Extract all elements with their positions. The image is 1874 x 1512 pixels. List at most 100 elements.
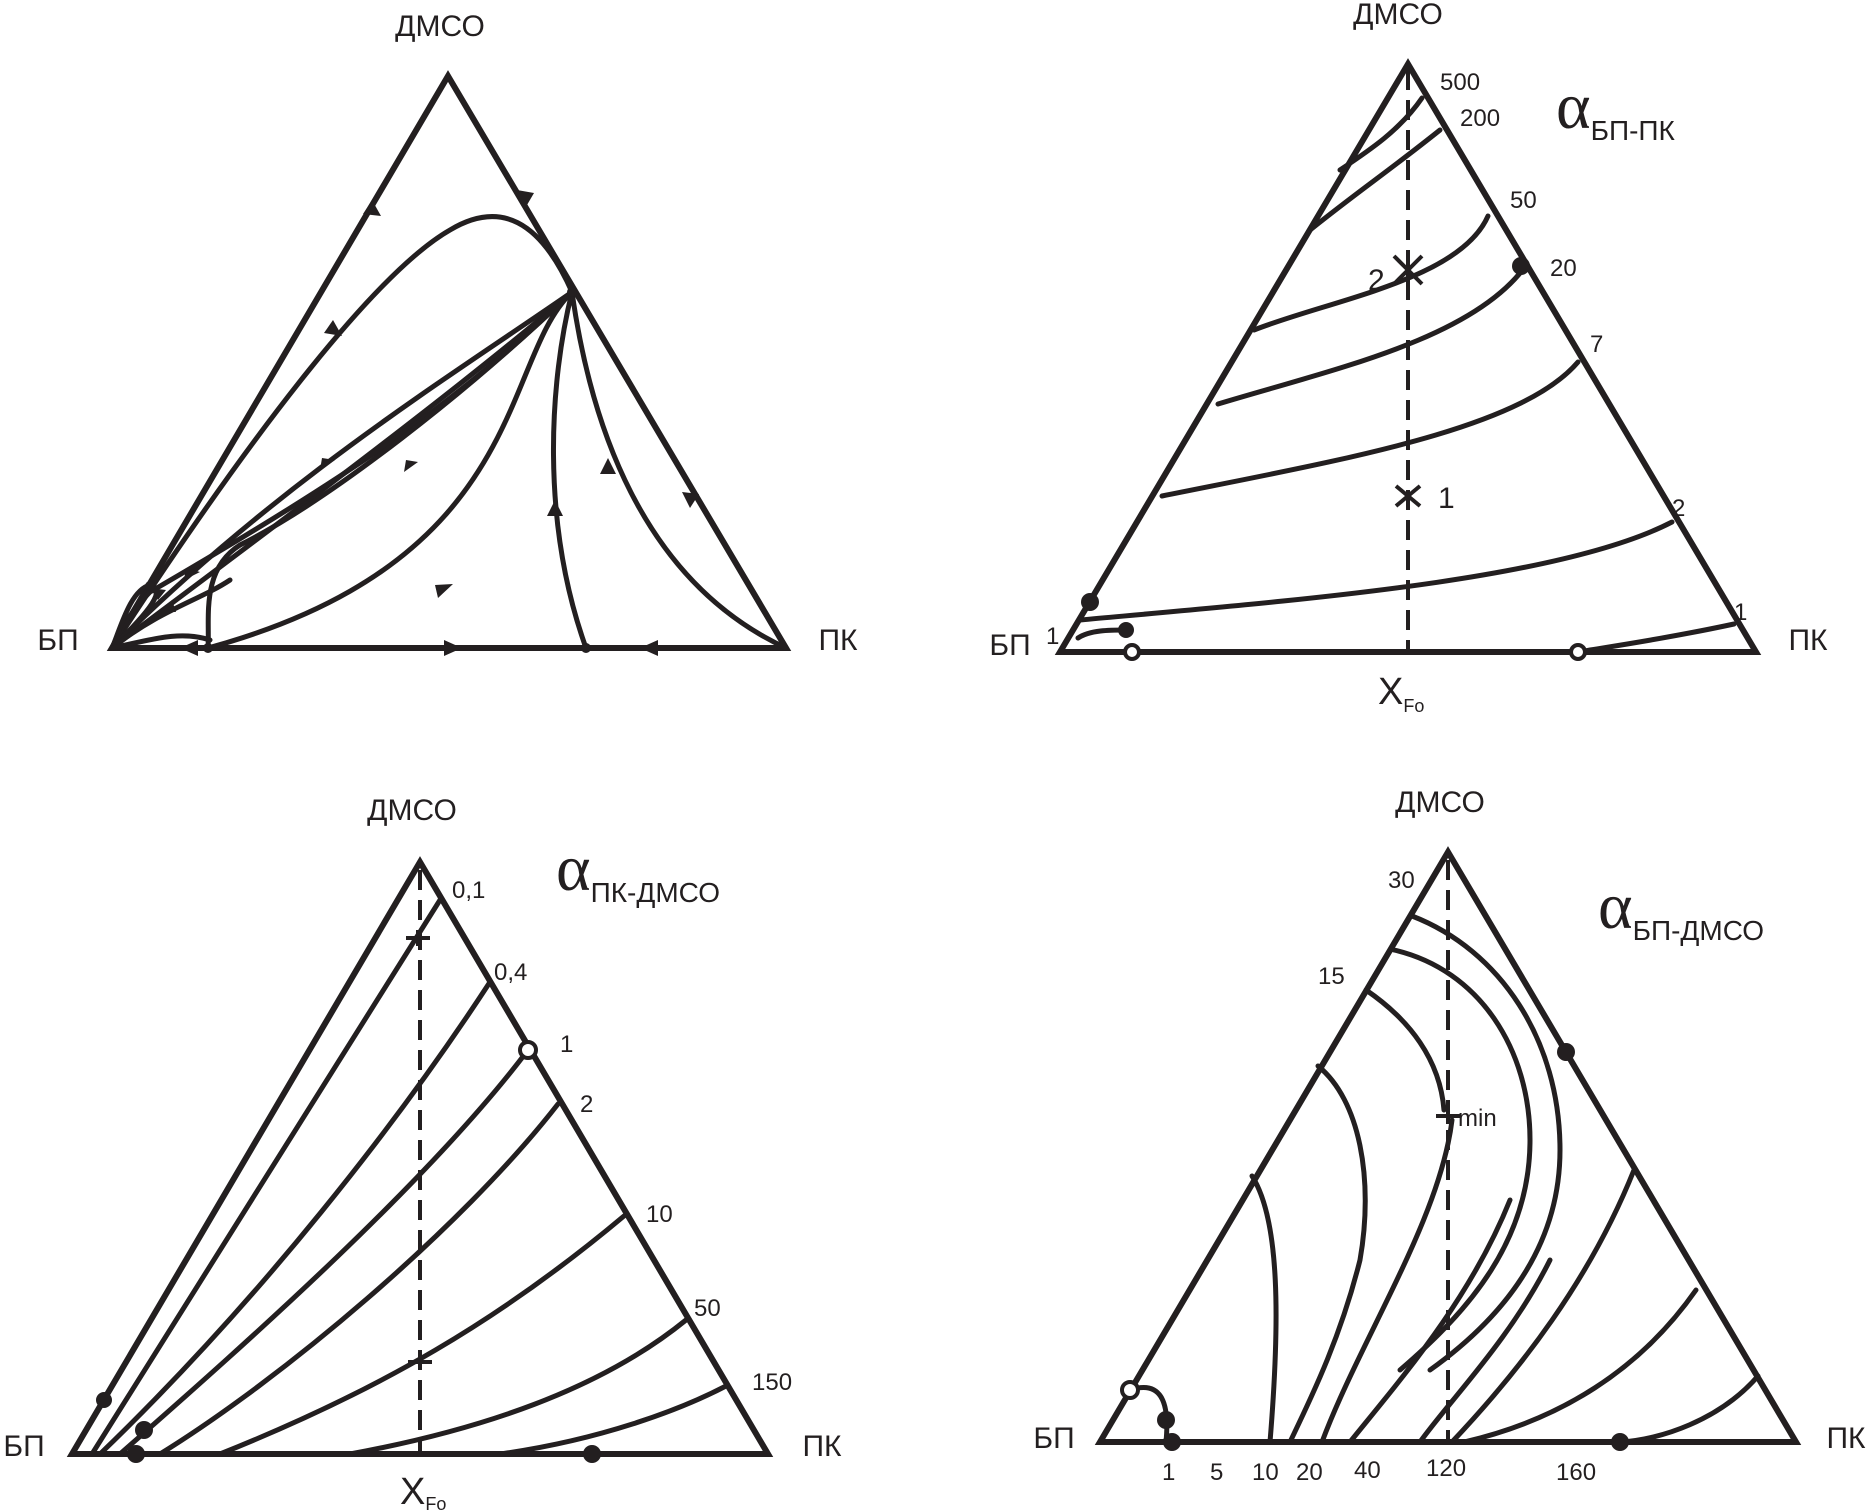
- panel-c-xfo-label: XFo: [400, 1471, 446, 1512]
- panel-c-alpha-label: αПК-ДМСО: [556, 832, 720, 908]
- panel-d-vertex-top: ДМСО: [1395, 786, 1485, 819]
- panel-d-isoline: [1249, 1173, 1279, 1445]
- panel-a-singular-points: [145, 287, 591, 653]
- panel-a-arrows: [150, 190, 699, 656]
- panel-b-azeotrope-point: [1081, 593, 1099, 611]
- panel-c-xfo-main: X: [400, 1471, 425, 1512]
- panel-a-triangle: [106, 70, 792, 651]
- panel-c-alpha-pk-dmso: ДМСО БП ПК αПК-ДМСО 0,1 0,4 1 2 10 50 15…: [3, 794, 842, 1512]
- panel-b-vertex-left: БП: [989, 629, 1030, 662]
- panel-d-isoline: [1461, 1287, 1699, 1445]
- panel-a-arrow: [600, 458, 616, 474]
- panel-b-vertex-right: ПК: [1788, 624, 1828, 657]
- panel-c-isoline-label-150: 150: [752, 1369, 792, 1396]
- panel-d-alpha-symbol: α: [1598, 870, 1633, 943]
- panel-a-curve: [205, 289, 575, 651]
- panel-a-azeotrope-point: [581, 643, 591, 653]
- panel-c-xfo-sub: Fo: [425, 1494, 446, 1512]
- panel-a-vertex-right: ПК: [818, 624, 858, 657]
- panel-b-isoline: [1159, 359, 1581, 499]
- panel-c-isoline-label-1: 1: [560, 1031, 573, 1058]
- panel-c-isolines: [89, 897, 729, 1457]
- panel-a-vertex-top: ДМСО: [395, 10, 485, 43]
- panel-b-isoline: [1077, 519, 1675, 623]
- panel-a-curve: [109, 289, 575, 651]
- panel-b-point-1: 1: [1394, 482, 1455, 515]
- panel-c-isoline-label-50: 50: [694, 1295, 721, 1322]
- panel-a-arrow: [150, 588, 166, 600]
- panel-b-xfo-sub: Fo: [1403, 696, 1424, 716]
- panel-a-arrow: [640, 640, 658, 656]
- panel-b-isoline-label-50: 50: [1510, 187, 1537, 214]
- panel-b-isoline-label-500: 500: [1440, 69, 1480, 96]
- panel-c-azeotrope-point: [127, 1445, 145, 1463]
- panel-d-bottom-label-120: 120: [1426, 1455, 1466, 1482]
- panel-c-isoline: [89, 897, 443, 1457]
- panel-a-arrow: [404, 460, 418, 472]
- panel-a-curve: [551, 289, 589, 651]
- panel-a-arrow: [324, 320, 342, 336]
- panel-c-isoline: [157, 1101, 561, 1457]
- panel-b-point-label-2: 2: [1368, 264, 1385, 297]
- panel-c-isoline-label-2: 2: [580, 1091, 593, 1118]
- panel-c-isoline: [117, 1047, 531, 1457]
- panel-a-arrow: [444, 640, 462, 656]
- panel-b-isoline-label-1-left: 1: [1046, 623, 1059, 650]
- panel-d-azeotrope-point: [1611, 1433, 1629, 1451]
- panel-b-point-label-1: 1: [1438, 482, 1455, 515]
- panel-d-vertex-right: ПК: [1826, 1422, 1866, 1455]
- panel-b-xfo-label: XFo: [1378, 671, 1424, 716]
- panel-c-azeotrope-point: [518, 1040, 538, 1060]
- panel-b-isoline-labels: 500 200 50 20 7 2 1 1: [1046, 69, 1747, 650]
- panel-b-alpha-bp-pk: ДМСО БП ПК αБП-ПК 500 200 50 20 7 2 1 1: [989, 0, 1828, 716]
- panel-c-azeotrope-point: [96, 1392, 112, 1408]
- panel-d-isoline: [1417, 1257, 1553, 1445]
- panel-a-arrow: [682, 492, 699, 508]
- panel-d-labels: 30 15 1 5 10 20 40 120 160 min: [1162, 867, 1596, 1486]
- panel-b-isoline-label-200: 200: [1460, 105, 1500, 132]
- panel-a-curve: [569, 289, 789, 651]
- panel-a-vertex-left: БП: [37, 624, 78, 657]
- panel-d-azeotrope-point: [1557, 1043, 1575, 1061]
- panel-d-azeotrope-point: [1163, 1433, 1181, 1451]
- panel-d-bottom-label-20: 20: [1296, 1459, 1323, 1486]
- panel-b-azeotrope-point: [1118, 622, 1134, 638]
- panel-b-xfo-main: X: [1378, 671, 1403, 713]
- panel-c-isoline-label-0-4: 0,4: [494, 959, 527, 986]
- panel-b-isoline: [1337, 95, 1425, 173]
- panel-b-point-2: 2: [1368, 252, 1424, 297]
- panel-b-alpha-symbol: α: [1556, 70, 1591, 143]
- panel-d-min-label: min: [1458, 1105, 1497, 1132]
- panel-a-arrow: [547, 500, 563, 516]
- panel-c-isoline-label-10: 10: [646, 1201, 673, 1228]
- panel-b-azeotrope-point: [1569, 643, 1587, 661]
- panel-a-separatrices: [109, 214, 789, 651]
- panel-d-alpha-label: αБП-ДМСО: [1598, 870, 1764, 946]
- panel-a-azeotrope-point: [203, 643, 213, 653]
- panel-d-bottom-label-40: 40: [1354, 1457, 1381, 1484]
- panel-d-isolines: [1127, 913, 1761, 1445]
- panel-d-isoline: [1449, 1167, 1637, 1445]
- panel-d-alpha-subscript: БП-ДМСО: [1633, 915, 1765, 946]
- panel-a-arrow: [517, 190, 534, 205]
- panel-c-isoline: [347, 1317, 689, 1457]
- panel-d-bottom-label-160: 160: [1556, 1459, 1596, 1486]
- panel-a-curve: [109, 577, 233, 651]
- panel-c-point-top: [406, 930, 430, 946]
- panel-a-arrow: [184, 568, 200, 580]
- panel-d-alpha-bp-dmso: ДМСО БП ПК αБП-ДМСО 30 15 1 5 10: [1033, 786, 1866, 1486]
- panel-a-curve: [109, 633, 213, 651]
- panel-a-arrow: [160, 600, 176, 612]
- panel-a-arrow: [320, 458, 335, 470]
- panel-c-isoline-label-0-1: 0,1: [452, 877, 485, 904]
- panel-d-isoline: [1319, 1117, 1455, 1445]
- panel-d-isoline: [1287, 1063, 1368, 1445]
- panel-a-azeotrope-point: [145, 581, 155, 591]
- panel-c-azeotrope-point: [135, 1421, 153, 1439]
- panel-d-isoline-label-30: 30: [1388, 867, 1415, 894]
- panel-d-isoline: [1409, 913, 1563, 1373]
- panel-c-vertex-top: ДМСО: [367, 794, 457, 827]
- panel-d-isoline: [1391, 947, 1533, 1373]
- panel-d-bottom-label-1: 1: [1162, 1459, 1175, 1486]
